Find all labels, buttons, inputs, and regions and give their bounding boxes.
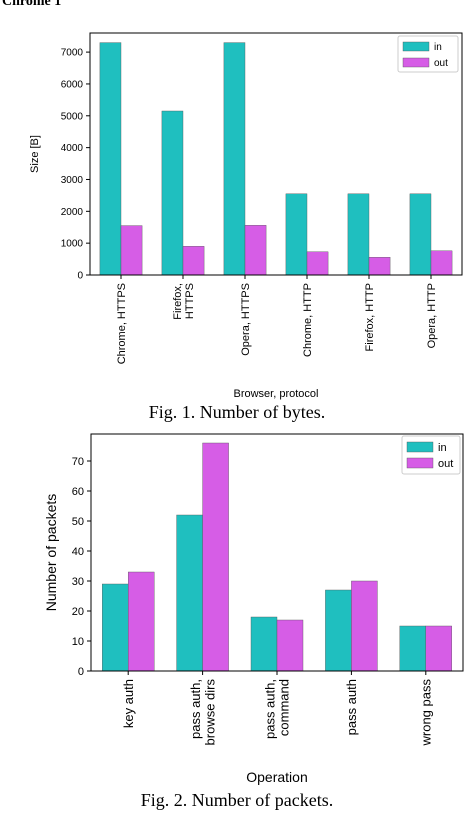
x-category-label: Opera, HTTP	[426, 283, 438, 348]
bar-out-6	[430, 250, 453, 276]
x-category-label: wrong pass	[418, 679, 433, 747]
legend-label-in: in	[438, 442, 447, 454]
bar-in-2	[176, 514, 203, 672]
y-tick-label: 10	[72, 636, 84, 648]
bar-in-5	[347, 193, 370, 276]
x-axis-title: Browser, protocol	[234, 388, 319, 400]
x-category-label: HTTPS	[184, 283, 196, 319]
y-tick-label: 30	[72, 576, 84, 588]
bar-out-2	[182, 246, 205, 276]
x-category-label: pass auth,	[188, 679, 203, 739]
y-tick-label: 20	[72, 606, 84, 618]
y-axis-title: Number of packets	[43, 494, 59, 612]
bar-out-5	[368, 257, 391, 276]
figure-1-caption: Fig. 1. Number of bytes.	[148, 402, 326, 422]
bar-out-4	[306, 251, 329, 276]
bar-out-3	[276, 619, 304, 672]
bar-out-2	[202, 442, 229, 672]
y-tick-label: 2000	[61, 207, 84, 218]
bar-out-5	[425, 625, 452, 672]
y-tick-label: 5000	[61, 111, 84, 122]
legend-label-out: out	[438, 458, 453, 470]
bar-out-1	[120, 225, 143, 276]
bar-in-3	[223, 42, 246, 276]
bar-in-2	[161, 110, 184, 276]
x-axis-title: Operation	[246, 769, 307, 785]
legend-label-out: out	[434, 58, 448, 69]
x-category-label: key auth	[121, 679, 136, 728]
legend-swatch-in	[402, 41, 430, 52]
bar-in-1	[101, 583, 129, 672]
bar-in-4	[285, 193, 308, 276]
figure-2-caption: Fig. 2. Number of packets.	[140, 790, 334, 810]
x-category-label: pass auth	[344, 679, 359, 735]
plot-frame	[89, 32, 463, 276]
bar-in-5	[399, 625, 426, 672]
bar-out-3	[244, 225, 267, 276]
y-tick-label: 60	[72, 486, 84, 498]
x-category-label: Chrome, HTTP	[302, 283, 314, 357]
y-tick-label: 40	[72, 546, 84, 558]
x-category-label: command	[277, 679, 292, 736]
legend-swatch-in	[406, 441, 434, 453]
y-tick-label: 4000	[61, 143, 84, 154]
x-category-label: pass auth,	[262, 679, 277, 739]
bar-out-1	[127, 571, 155, 672]
y-tick-label: 3000	[61, 175, 84, 186]
top-text-fragment: Chrome 1	[2, 0, 62, 9]
x-category-label: Firefox,	[172, 283, 184, 320]
x-category-label: Opera, HTTPS	[240, 283, 252, 356]
y-tick-label: 70	[72, 456, 84, 468]
y-tick-label: 0	[77, 271, 83, 282]
bar-out-4	[351, 580, 378, 672]
x-category-label: Chrome, HTTPS	[116, 283, 128, 364]
y-tick-label: 50	[72, 516, 84, 528]
bar-in-1	[99, 42, 122, 276]
x-category-label: Firefox, HTTP	[364, 283, 376, 351]
legend-swatch-out	[402, 57, 430, 68]
chart-bytes: 0 1000 2000 3000 4000 5000 6000 7000 Chrome, HTT…	[29, 32, 463, 400]
y-tick-label: 0	[78, 666, 84, 678]
bar-in-6	[409, 193, 432, 276]
y-tick-label: 1000	[61, 239, 84, 250]
y-tick-label: 6000	[61, 79, 84, 90]
legend-swatch-out	[406, 457, 434, 469]
y-tick-label: 7000	[61, 48, 84, 59]
bar-in-3	[250, 616, 278, 672]
bar-in-4	[325, 589, 352, 672]
x-category-label: browse dirs	[202, 679, 217, 746]
legend-label-in: in	[434, 42, 442, 53]
y-axis-title: Size [B]	[29, 135, 41, 173]
